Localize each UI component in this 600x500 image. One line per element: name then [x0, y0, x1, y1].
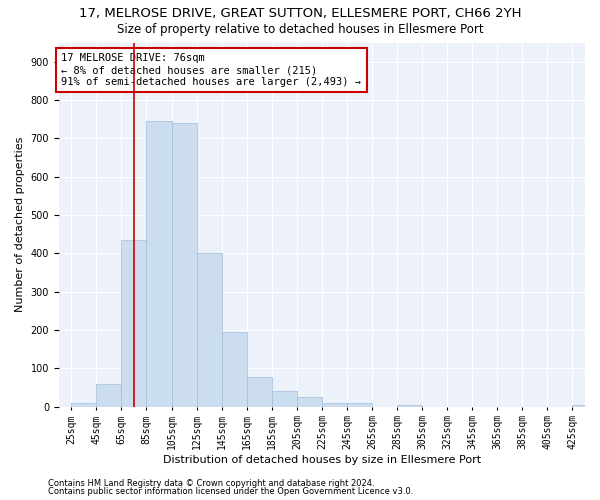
Text: Contains HM Land Registry data © Crown copyright and database right 2024.: Contains HM Land Registry data © Crown c… [48, 478, 374, 488]
Text: 17, MELROSE DRIVE, GREAT SUTTON, ELLESMERE PORT, CH66 2YH: 17, MELROSE DRIVE, GREAT SUTTON, ELLESME… [79, 8, 521, 20]
Bar [172, 123, 197, 406]
Text: 17 MELROSE DRIVE: 76sqm
← 8% of detached houses are smaller (215)
91% of semi-de: 17 MELROSE DRIVE: 76sqm ← 8% of detached… [61, 54, 361, 86]
Bar [347, 402, 372, 406]
Bar [397, 404, 422, 406]
Text: Contains public sector information licensed under the Open Government Licence v3: Contains public sector information licen… [48, 487, 413, 496]
Bar [272, 391, 297, 406]
Bar [297, 397, 322, 406]
Text: Size of property relative to detached houses in Ellesmere Port: Size of property relative to detached ho… [116, 22, 484, 36]
Bar [572, 404, 598, 406]
Bar [121, 240, 146, 406]
Y-axis label: Number of detached properties: Number of detached properties [15, 137, 25, 312]
Bar [221, 332, 247, 406]
Bar [247, 376, 272, 406]
Bar [197, 254, 221, 406]
Bar [146, 121, 172, 406]
Bar [97, 384, 121, 406]
X-axis label: Distribution of detached houses by size in Ellesmere Port: Distribution of detached houses by size … [163, 455, 481, 465]
Bar [322, 402, 347, 406]
Bar [71, 402, 97, 406]
